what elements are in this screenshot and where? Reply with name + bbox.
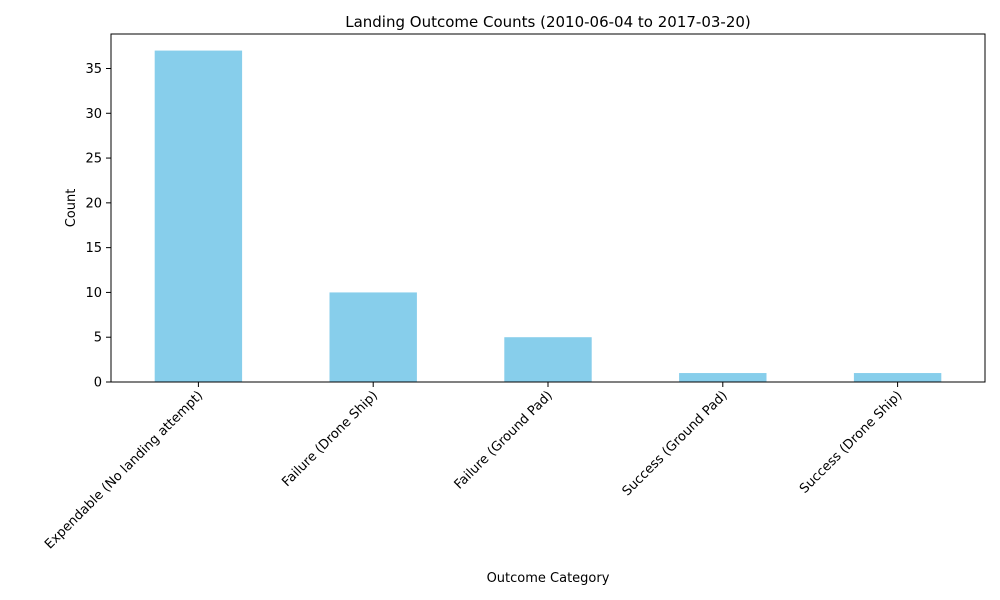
y-tick-label: 0 (94, 376, 102, 391)
y-axis: 0 5 10 15 20 25 30 35 (85, 62, 111, 391)
x-tick-label: Failure (Drone Ship) (279, 388, 381, 490)
bar-1 (329, 292, 417, 382)
bar-2 (504, 337, 592, 382)
y-tick-label: 20 (85, 196, 102, 211)
y-tick-label: 10 (85, 286, 102, 301)
y-tick-label: 5 (94, 331, 102, 346)
x-tick-label: Failure (Ground Pad) (452, 388, 556, 492)
bars-layer (154, 50, 942, 382)
y-tick-label: 35 (85, 62, 102, 77)
y-axis-label: Count (64, 189, 79, 228)
x-tick-label: Success (Ground Pad) (620, 388, 731, 499)
x-axis: Expendable (No landing attempt) Failure (… (42, 382, 905, 552)
x-tick-label: Expendable (No landing attempt) (42, 388, 206, 552)
y-tick-label: 15 (85, 241, 102, 256)
plot-frame (110, 33, 986, 383)
y-tick-label: 30 (85, 107, 102, 122)
y-tick-label: 25 (85, 152, 102, 167)
chart-title: Landing Outcome Counts (2010-06-04 to 20… (345, 13, 751, 31)
x-axis-label: Outcome Category (487, 571, 610, 586)
bar-4 (853, 373, 942, 382)
x-tick-label: Success (Drone Ship) (797, 388, 905, 496)
bar-3 (679, 373, 767, 382)
bar-0 (154, 50, 243, 382)
